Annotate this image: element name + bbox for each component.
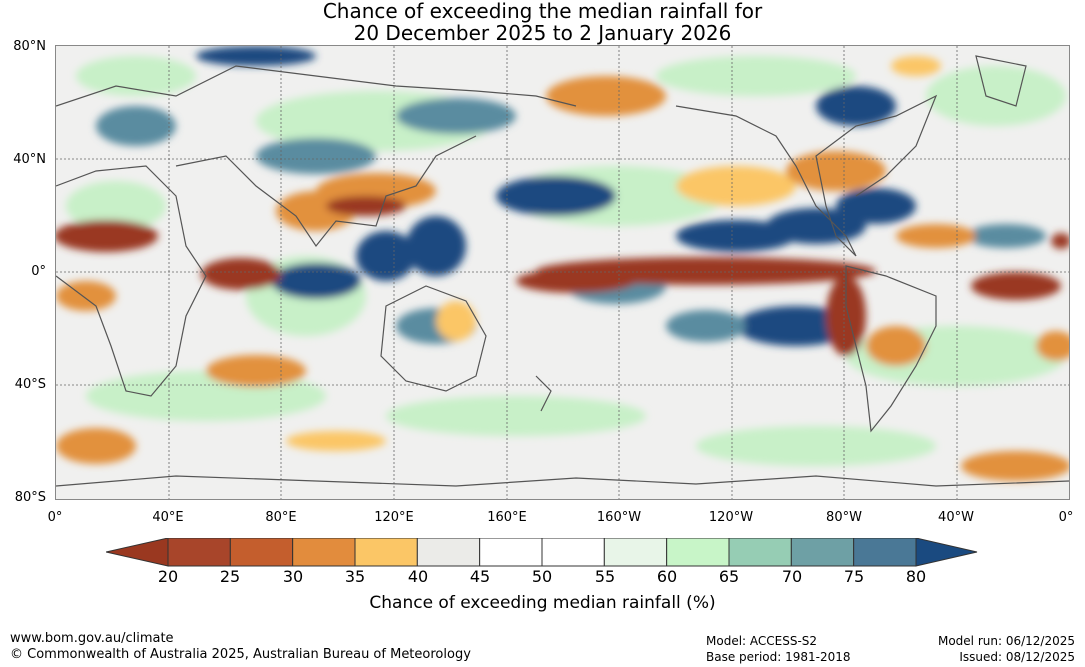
colorbar-tick-45: 45 (469, 567, 491, 586)
footer-model-run: Model run: 06/12/2025 (937, 634, 1075, 648)
colorbar-segment (416, 538, 481, 567)
lat-label-80s: 80°S (14, 490, 46, 505)
footer-model: Model: ACCESS-S2 (706, 634, 818, 648)
colorbar-extend-low (106, 538, 169, 567)
lon-label-0: 0° (47, 510, 63, 525)
lat-label-40s: 40°S (14, 377, 46, 392)
coastlines (56, 55, 1069, 487)
colorbar-tick-55: 55 (594, 567, 616, 586)
colorbar-tick-40: 40 (407, 567, 429, 586)
colorbar-segment (603, 538, 668, 567)
colorbar-tick-80: 80 (905, 567, 927, 586)
world-rainfall-map (55, 45, 1070, 500)
colorbar-segment (541, 538, 605, 567)
graticule (56, 46, 1069, 499)
colorbar-tick-25: 25 (219, 567, 241, 586)
colorbar-segment (853, 538, 917, 567)
lon-label-0-east: 0° (1058, 510, 1074, 525)
lon-label-120w: 120°W (708, 510, 754, 525)
lon-label-40w: 40°W (938, 510, 974, 525)
colorbar-segment (229, 538, 294, 567)
colorbar-segment (479, 538, 543, 567)
chart-title-line-1: Chance of exceeding the median rainfall … (322, 0, 763, 23)
colorbar (106, 538, 978, 567)
footer-url: www.bom.gov.au/climate (10, 631, 174, 646)
colorbar-segment (167, 538, 231, 567)
lon-label-120e: 120°E (374, 510, 414, 525)
footer-copyright: © Commonwealth of Australia 2025, Austra… (10, 647, 471, 662)
lon-label-160w: 160°W (596, 510, 642, 525)
lat-label-80n: 80°N (13, 39, 46, 54)
colorbar-segment (354, 538, 418, 567)
colorbar-tick-20: 20 (157, 567, 179, 586)
footer-base-period: Base period: 1981-2018 (706, 650, 851, 664)
colorbar-tick-35: 35 (344, 567, 366, 586)
rainfall-field (56, 46, 1069, 481)
colorbar-tick-50: 50 (531, 567, 553, 586)
lon-label-80w: 80°W (826, 510, 862, 525)
footer-issued: Issued: 08/12/2025 (959, 650, 1075, 664)
colorbar-extend-high (915, 538, 978, 567)
colorbar-tick-65: 65 (718, 567, 740, 586)
colorbar-segment (790, 538, 855, 567)
lon-label-80e: 80°E (265, 510, 297, 525)
colorbar-tick-60: 60 (656, 567, 678, 586)
colorbar-tick-75: 75 (843, 567, 865, 586)
chart-title-line-2: 20 December 2025 to 2 January 2026 (353, 21, 732, 45)
lat-label-40n: 40°N (13, 152, 46, 167)
lat-label-0: 0° (31, 264, 46, 279)
lon-label-40e: 40°E (152, 510, 184, 525)
map-svg (56, 46, 1069, 499)
colorbar-tick-70: 70 (781, 567, 803, 586)
colorbar-segment (666, 538, 730, 567)
colorbar-title: Chance of exceeding median rainfall (%) (369, 593, 716, 613)
colorbar-segment (292, 538, 356, 567)
colorbar-tick-30: 30 (282, 567, 304, 586)
colorbar-segment (728, 538, 792, 567)
lon-label-160e: 160°E (487, 510, 527, 525)
